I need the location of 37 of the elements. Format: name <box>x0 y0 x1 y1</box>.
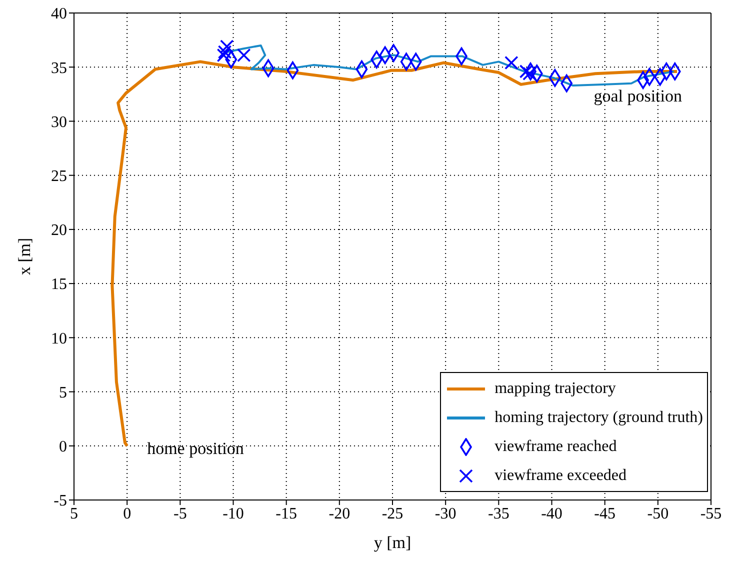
y-tick-label: 30 <box>51 114 67 131</box>
x-tick-label: -15 <box>276 505 297 522</box>
x-tick-label: -20 <box>328 505 350 522</box>
point <box>216 48 231 62</box>
x-tick-label: -50 <box>647 505 669 522</box>
point <box>519 64 534 78</box>
y-tick-label: 5 <box>59 384 67 402</box>
x-tick-label: -40 <box>541 505 562 522</box>
legend-label: viewframe exceeded <box>494 466 627 484</box>
x-tick-label: -10 <box>222 505 244 522</box>
x-tick-label: 5 <box>70 505 78 522</box>
x-tick-label: -55 <box>700 505 722 522</box>
x-tick-label: 0 <box>123 505 132 522</box>
y-tick-label: 25 <box>51 168 67 186</box>
x-axis-title: y [m] <box>374 533 412 552</box>
y-tick-label: 10 <box>51 330 67 348</box>
y-tick-label: 35 <box>51 60 67 77</box>
legend-label: mapping trajectory <box>494 380 616 398</box>
x-tick-label: -25 <box>382 505 404 522</box>
point <box>218 45 232 59</box>
y-tick-label: 15 <box>51 276 67 294</box>
y-tick-label: 40 <box>51 6 67 23</box>
y-axis-title: x [m] <box>15 238 34 276</box>
point <box>236 48 251 62</box>
annotation: home position <box>147 438 244 458</box>
y-tick-label: 0 <box>59 438 67 456</box>
x-tick-label: -35 <box>488 505 510 522</box>
x-tick-label: -45 <box>594 505 616 522</box>
point <box>220 40 234 54</box>
y-tick-label: 20 <box>51 222 67 240</box>
x-tick-label: -30 <box>434 505 456 522</box>
point <box>504 56 518 70</box>
annotation: goal position <box>594 86 683 106</box>
y-tick-label: -5 <box>54 492 67 510</box>
legend-label: homing trajectory (ground truth) <box>494 408 703 426</box>
x-tick-label: -5 <box>174 505 187 522</box>
legend-label: viewframe reached <box>494 438 617 456</box>
